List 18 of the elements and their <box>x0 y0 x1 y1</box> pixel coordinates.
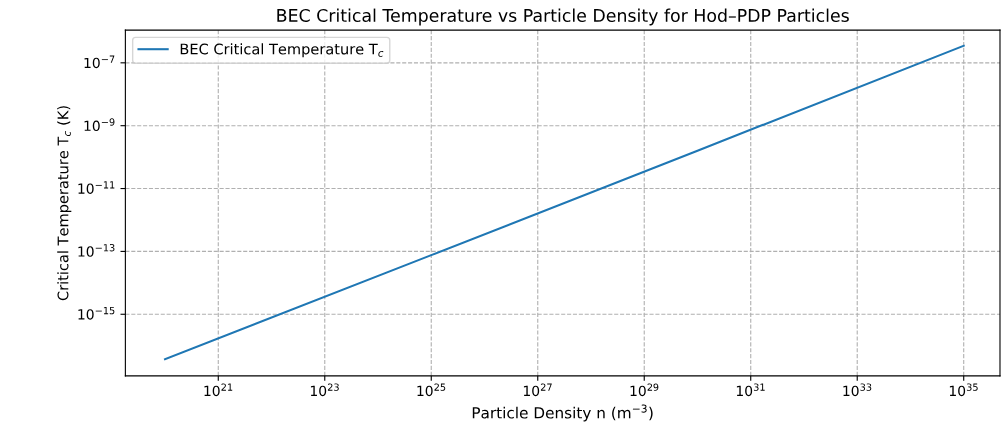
x-tick-label: 10$^{25}$ <box>417 383 446 397</box>
y-tick-label: 10$^{−13}$ <box>78 244 115 257</box>
y-tick-label: 10$^{−9}$ <box>84 118 115 132</box>
x-tick-label: 10$^{33}$ <box>843 383 872 397</box>
x-tick-label: 10$^{21}$ <box>204 383 233 397</box>
x-tick-label: 10$^{31}$ <box>736 383 765 397</box>
x-tick-label: 10$^{29}$ <box>630 383 659 397</box>
y-axis-title: Critical Temperature T$_{c}$ (K) <box>57 106 72 301</box>
x-axis-title: Particle Density n (m$^{−3}$) <box>472 404 653 422</box>
x-tick-label: 10$^{23}$ <box>310 383 339 397</box>
line-series <box>163 44 965 361</box>
chart-title: BEC Critical Temperature vs Particle Density for Hod–PDP Particles <box>277 8 849 26</box>
y-tick-label: 10$^{−15}$ <box>78 307 115 320</box>
x-tick-label: 10$^{35}$ <box>949 383 978 397</box>
y-tick-label: 10$^{−11}$ <box>78 181 115 194</box>
legend-label: BEC Critical Temperature T$_{c}$ <box>180 43 384 58</box>
x-tick-label: 10$^{27}$ <box>523 383 552 397</box>
y-tick-label: 10$^{−7}$ <box>84 55 115 69</box>
